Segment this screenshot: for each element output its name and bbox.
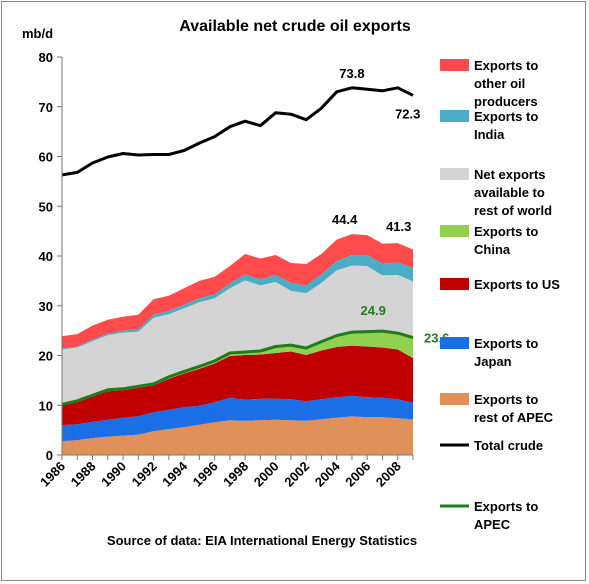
x-tick-label: 1998 [220,459,251,490]
legend-entry-exports-to-japan: Exports to Japan [440,336,538,369]
y-tick-label: 40 [39,249,53,264]
legend-entry-exports-to-apec: Exports to APEC [440,499,538,532]
y-tick-label: 10 [39,398,53,413]
legend-swatch [440,168,469,180]
legend-label-line: producers [474,94,538,109]
stacked-areas [62,234,413,455]
legend-label-line: rest of world [474,203,552,218]
legend-label-line: Exports to [474,392,538,407]
line-total-crude [61,86,414,177]
data-annotations: 73.872.344.4 41.324.923.6 [332,66,449,346]
annotation-24-9: 24.9 [361,303,386,318]
x-tick-label: 2008 [373,459,404,490]
legend-swatch [440,278,469,290]
x-tick-label: 1994 [159,458,191,490]
area-exports-to-us [62,345,413,426]
legend-label-line: rest of APEC [474,410,554,425]
annotation-44-4: 44.4 [332,212,358,227]
legend-swatch [440,59,469,71]
legend-swatch [440,393,469,405]
legend-entry-net-exports-available-to-rest-of-world: Net exports available to rest of world [440,167,552,218]
legend-label-line: available to [474,185,545,200]
y-tick-label: 60 [39,150,53,165]
legend-entry-exports-to-us: Exports to US [440,277,560,292]
y-tick-label: 0 [46,448,53,463]
legend-label-line: other oil [474,76,525,91]
y-axis-ticks: 0 10 20 30 40 50 60 70 80 [39,50,62,463]
annotation-73-8: 73.8 [339,66,364,81]
legend-label-line: Japan [474,354,512,369]
source-note: Source of data: EIA International Energy… [107,533,417,548]
legend-label-line: Exports to [474,109,538,124]
legend-label-line: Exports to [474,58,538,73]
y-tick-label: 20 [39,349,53,364]
legend-label-line: Exports to [474,336,538,351]
y-tick-label: 70 [39,100,53,115]
legend-label-line: China [474,242,511,257]
legend-entry-total-crude: Total crude [440,438,543,453]
area-exports-to-japan [62,395,413,442]
annotation-41-3: 41.3 [386,219,411,234]
chart-title: Available net crude oil exports [179,18,411,35]
x-tick-label: 1990 [98,459,129,490]
legend-label-line: Exports to US [474,277,560,292]
x-tick-label: 1996 [190,459,221,490]
y-tick-label: 50 [39,199,53,214]
legend-entry-exports-to-other-oil-producers: Exports to other oil producers [440,58,538,109]
annotation-72-3: 72.3 [395,106,420,121]
x-tick-label: 2000 [251,459,282,490]
line-series [61,86,414,406]
x-tick-label: 1986 [37,459,68,490]
legend-swatch [440,337,469,349]
area-exports-to-india [62,255,413,350]
legend-label-line: India [474,127,505,142]
legend-label-line: Exports to [474,499,538,514]
legend-swatch [440,225,469,237]
legend-label-line: Exports to [474,224,538,239]
legend-entry-exports-to-china: Exports to China [440,224,538,257]
y-tick-label: 80 [39,50,53,65]
x-tick-label: 2006 [342,459,373,490]
x-tick-label: 1992 [129,459,160,490]
legend-label-line: Total crude [474,438,543,453]
area-exports-to-rest-of-apec [62,416,413,455]
y-axis-unit-label: mb/d [22,26,53,41]
line-exports-to-apec [61,329,414,406]
x-tick-label: 2002 [281,459,312,490]
x-tick-label: 2004 [312,458,344,490]
area-net-exports-available-to-rest-of-world [62,265,413,405]
legend-swatch [440,110,469,122]
legend-entry-exports-to-india: Exports to India [440,109,538,142]
area-exports-to-other-oil-producers [62,234,413,349]
y-tick-label: 30 [39,299,53,314]
x-tick-label: 1988 [68,459,99,490]
area-exports-to-china [62,331,413,406]
x-axis-ticks: 1986 1988 1990 1992 1994 1996 1998 2000 2002 2004… [37,455,414,490]
legend-entry-exports-to-rest-of-apec: Exports to rest of APEC [440,392,554,425]
legend-label-line: Net exports [474,167,546,182]
legend-label-line: APEC [474,517,511,532]
